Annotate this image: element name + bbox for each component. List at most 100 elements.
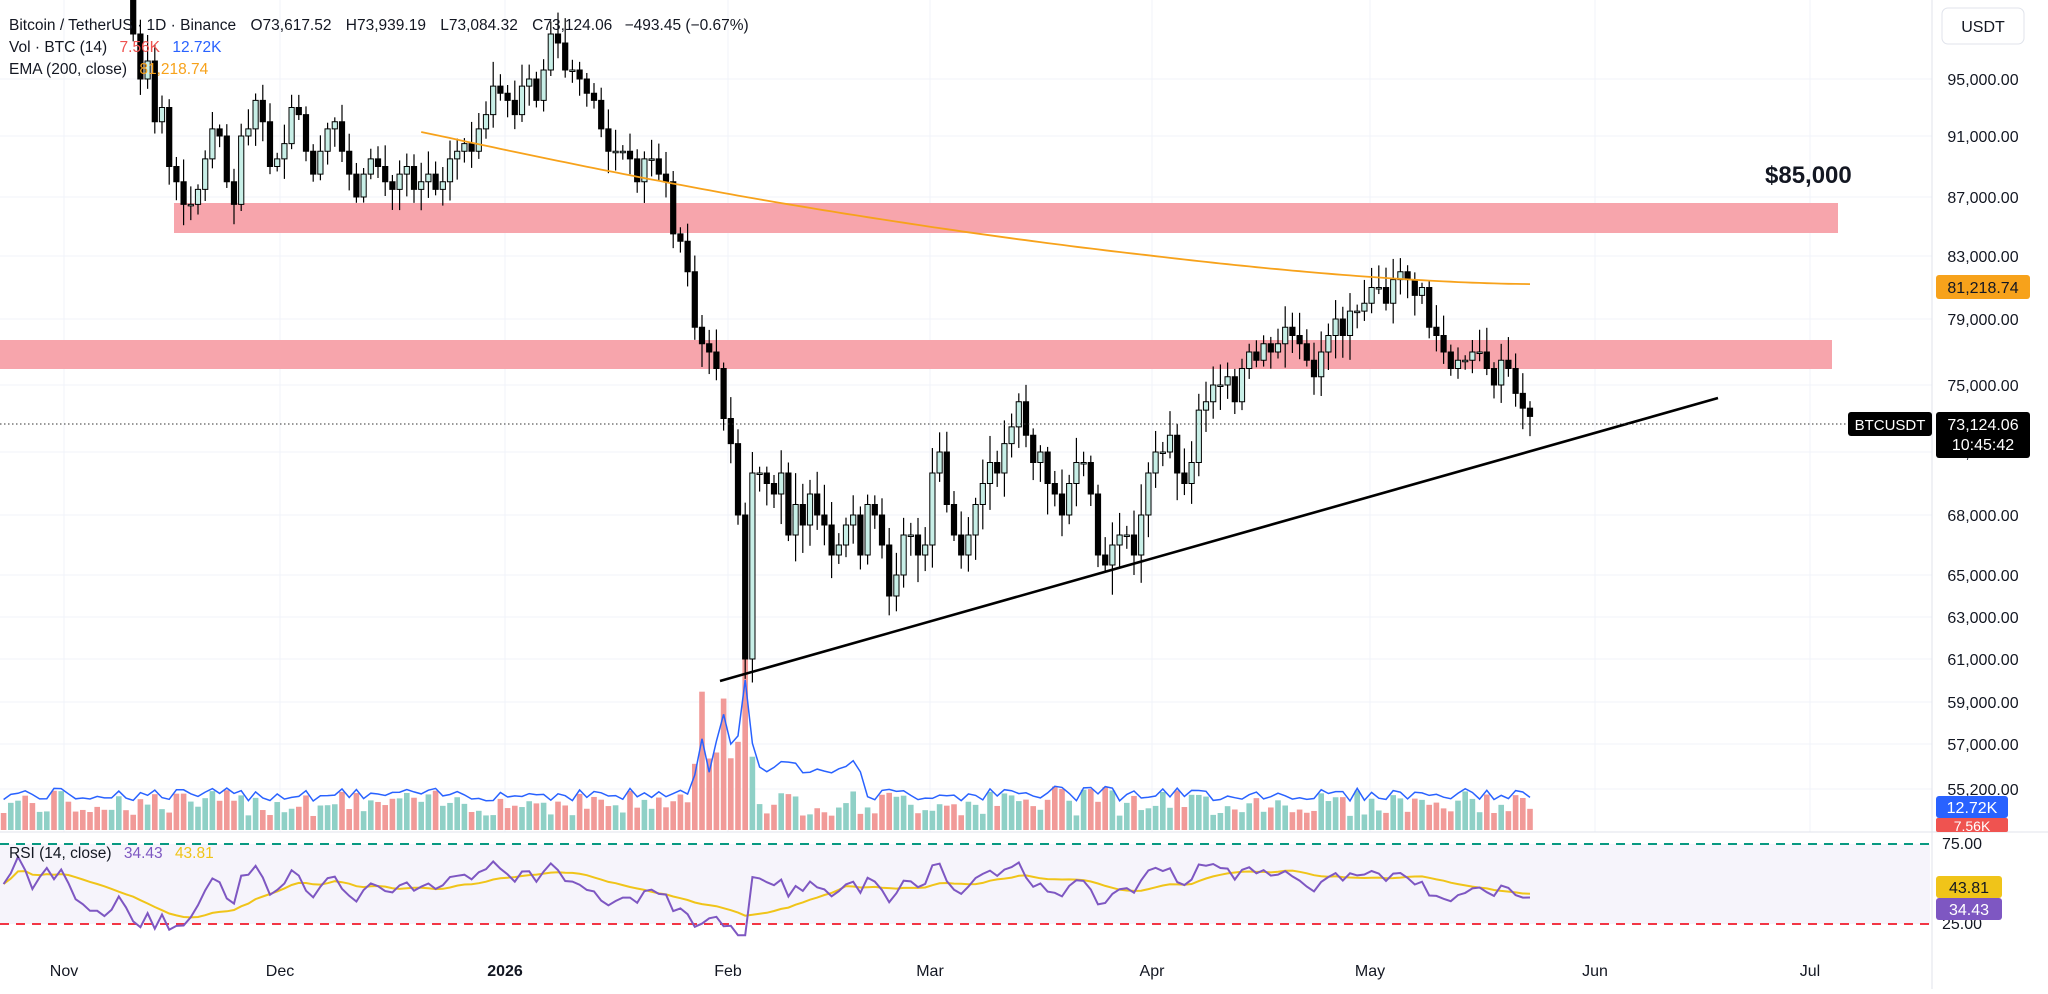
candle-body	[821, 514, 828, 526]
volume-bar	[440, 805, 446, 830]
volume-bar	[1131, 795, 1137, 830]
volume-bar	[1498, 804, 1504, 830]
candle-body	[295, 107, 302, 116]
resistance-label: $85,000	[1765, 162, 1852, 189]
candle-body	[540, 69, 547, 101]
volume-bar	[94, 806, 100, 830]
candle-body	[324, 128, 331, 152]
price-tick-label: 65,000.00	[1947, 568, 2018, 585]
currency-selector[interactable]: USDT	[1941, 7, 2025, 45]
candle-body	[1138, 514, 1145, 556]
volume-bar	[1088, 789, 1094, 830]
volume-bar	[310, 815, 316, 830]
candle-body	[1310, 359, 1318, 378]
svg-text:Vol · BTC (14) 7.56K: Vol · BTC (14) 7.56K 12.72K	[9, 39, 222, 56]
volume-bar	[1484, 794, 1490, 830]
candle-body	[1217, 384, 1224, 387]
volume-bar	[137, 799, 144, 830]
candle-body	[317, 150, 324, 175]
legend-ema-label: EMA (200, close)	[9, 61, 127, 78]
candle-body	[1181, 472, 1188, 484]
volume-bar	[267, 815, 273, 830]
volume-bar	[303, 795, 309, 830]
volume-bar	[1023, 799, 1029, 830]
candle-body	[907, 534, 914, 537]
candle-body	[1253, 351, 1260, 361]
volume-bar	[108, 809, 115, 830]
candle-body	[533, 78, 540, 101]
volume-bar	[922, 810, 928, 830]
volume-bar	[1196, 794, 1202, 830]
candle-body	[1433, 326, 1440, 336]
volume-bar	[101, 809, 108, 830]
volume-bar	[1203, 796, 1209, 830]
candle-body	[1174, 434, 1181, 474]
price-tick-label: 87,000.00	[1947, 190, 2018, 207]
volume-bar	[1253, 798, 1260, 830]
candle-body	[1001, 443, 1008, 474]
legend-rsi-ma-value: 43.81	[175, 845, 214, 862]
volume-bar	[555, 801, 561, 830]
candle-body	[763, 472, 770, 484]
candle-body	[1382, 287, 1390, 304]
candle-body	[806, 493, 814, 526]
candle-body	[1483, 351, 1490, 369]
candle-body	[259, 99, 266, 123]
candle-body	[194, 188, 202, 205]
volume-bar	[965, 801, 972, 830]
candle-body	[648, 158, 655, 161]
volume-bar	[807, 814, 813, 830]
candle-body	[1318, 351, 1325, 378]
candle-body	[245, 128, 252, 137]
candle-body	[1462, 359, 1469, 363]
volume-bar	[764, 813, 770, 830]
price-tick-label: 95,000.00	[1947, 72, 2018, 89]
legend-open: O73,617.52	[250, 17, 331, 34]
volume-bar	[0, 812, 7, 830]
candle-body	[353, 173, 360, 198]
volume-bar	[1001, 793, 1008, 830]
volume-bar	[1138, 810, 1144, 830]
candle-body	[1498, 359, 1505, 386]
candle-body	[1447, 351, 1454, 369]
volume-bar	[886, 792, 892, 830]
volume-bar	[1037, 809, 1044, 830]
volume-bar	[65, 801, 72, 830]
candle-body	[1145, 472, 1152, 516]
time-tick-label: Apr	[1140, 963, 1166, 980]
volume-ma-badge: 12.72K	[1936, 796, 2008, 818]
volume-bar	[591, 796, 597, 830]
candle-body	[1469, 351, 1476, 361]
volume-bar	[1239, 812, 1245, 830]
svg-text:43.81: 43.81	[1949, 880, 1989, 897]
volume-bar	[281, 812, 288, 830]
legend-symbol: Bitcoin / TetherUS · 1D · Binance	[9, 17, 236, 34]
volume-bar	[994, 805, 1000, 830]
time-axis[interactable]: Nov Dec 2026 Feb Mar Apr May Jun Jul	[50, 963, 1820, 980]
legend: Bitcoin / TetherUS · 1D · Binance O73,61…	[9, 17, 749, 862]
candle-body	[612, 150, 619, 154]
candle-body	[346, 150, 353, 175]
volume-bar	[432, 790, 439, 830]
volume-bar	[1044, 799, 1051, 830]
volume-bar	[648, 808, 655, 830]
price-tick-label: 59,000.00	[1947, 695, 2018, 712]
candle-body	[310, 150, 317, 175]
volume-bar	[605, 806, 612, 830]
candle-body	[814, 493, 821, 516]
candle-body	[281, 143, 288, 160]
candle-body	[914, 534, 922, 556]
candle-body	[209, 128, 216, 160]
candle-body	[504, 92, 511, 101]
volume-bar	[872, 813, 878, 830]
volume-bar	[706, 758, 712, 830]
candle-body	[403, 166, 410, 175]
volume-bar	[447, 802, 453, 830]
volume-bar	[958, 815, 964, 830]
volume-bar	[972, 804, 979, 830]
time-tick-label: Jul	[1800, 963, 1820, 980]
volume-bar	[879, 794, 885, 830]
volume-bar	[1325, 801, 1332, 830]
volume-bar	[368, 800, 374, 830]
